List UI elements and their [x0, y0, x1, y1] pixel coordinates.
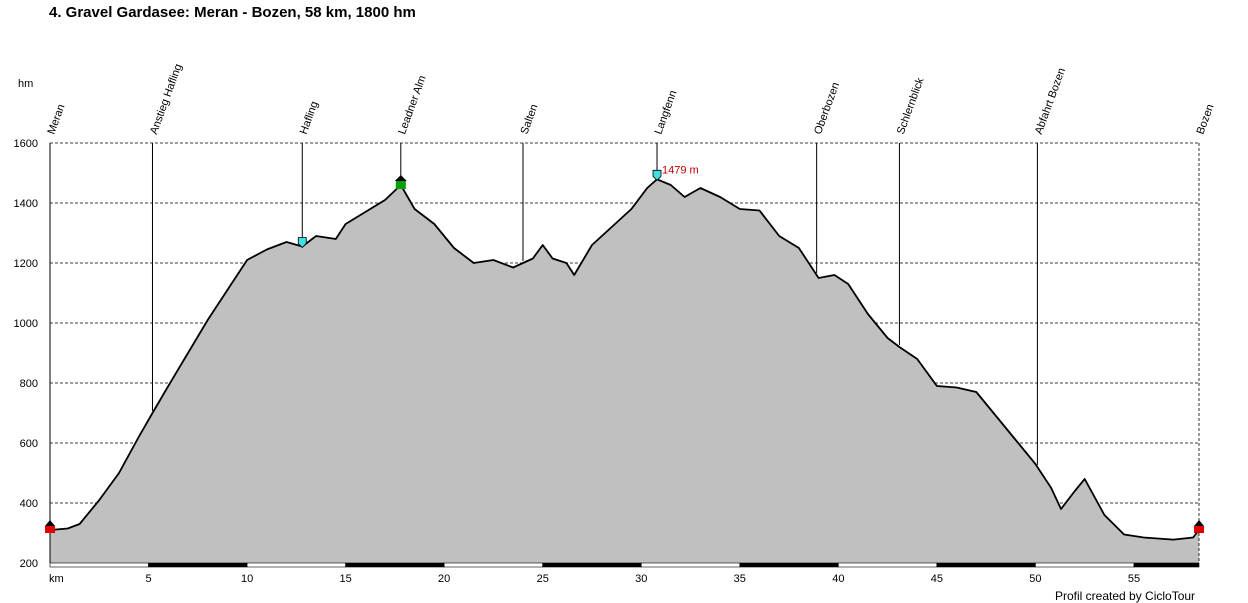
y-tick-label: 800 [20, 378, 38, 390]
km-scale-segment [640, 562, 741, 568]
y-tick-label: 1200 [14, 258, 38, 270]
x-tick-label: 45 [931, 573, 943, 585]
x-axis-label: km [49, 573, 64, 585]
km-scale-segment [542, 562, 642, 568]
x-tick-label: 25 [537, 573, 549, 585]
waypoint-label: Oberbozen [812, 81, 842, 136]
y-tick-label: 1000 [14, 318, 38, 330]
endpoint-marker [45, 520, 55, 526]
x-tick-label: 15 [340, 573, 352, 585]
waypoint-label: Salten [519, 103, 541, 136]
km-scale-segment [148, 562, 248, 568]
summit-marker [394, 175, 407, 181]
waypoint-label: Schlernblick [895, 76, 927, 136]
gridlines: 200 400 600 800 1000 1200 1400 1600 [14, 138, 1199, 570]
y-tick-label: 600 [20, 438, 38, 450]
waypoint-label: Langfenn [653, 89, 680, 136]
waypoint-marker [652, 169, 662, 181]
waypoint-label: Leadner Alm [396, 74, 428, 136]
y-tick-label: 400 [20, 498, 38, 510]
waypoint-label: Anstieg Hafling [148, 62, 185, 136]
km-scale-segment [1035, 562, 1135, 568]
km-scale-segment [838, 562, 938, 568]
waypoint-label: Abfahrt Bozen [1033, 66, 1068, 136]
endpoint-marker [1194, 520, 1204, 526]
waypoint-label: Meran [46, 103, 68, 136]
axes: 5 10 15 20 25 30 35 40 45 50 55 [49, 143, 1200, 585]
waypoint-marker [297, 237, 307, 249]
x-tick-label: 35 [734, 573, 746, 585]
credit-text: Profil created by CicloTour [1055, 589, 1196, 603]
y-tick-label: 1600 [14, 138, 38, 150]
endpoint-marker [1194, 526, 1204, 533]
km-scale-segment [1133, 562, 1200, 568]
profile-area [49, 178, 1200, 564]
km-scale-segment [49, 562, 149, 568]
x-tick-label: 10 [241, 573, 253, 585]
chart-title: 4. Gravel Gardasee: Meran - Bozen, 58 km… [49, 4, 416, 21]
waypoint-lines [151, 143, 1038, 465]
x-tick-label: 50 [1029, 573, 1041, 585]
km-scale-segment [443, 562, 544, 568]
endpoint-marker [45, 526, 55, 533]
waypoint-label: Bozen [1195, 103, 1217, 136]
km-scale-segment [246, 562, 346, 568]
y-axis-label: hm [18, 78, 33, 90]
x-tick-label: 20 [438, 573, 450, 585]
max-elevation-label: 1479 m [662, 164, 699, 176]
waypoint-label: Hafling [298, 100, 321, 136]
waypoint-labels: Meran Anstieg Hafling Hafling Leadner Alm Sa… [46, 62, 1217, 136]
x-tick-label: 55 [1128, 573, 1140, 585]
y-tick-label: 200 [20, 558, 38, 570]
x-tick-label: 30 [635, 573, 647, 585]
km-scale-segment [345, 562, 445, 568]
profile-line [49, 178, 1200, 541]
waypoint-markers [45, 169, 1204, 533]
x-tick-label: 5 [145, 573, 151, 585]
profile-fill [50, 179, 1199, 564]
km-scale-segment [739, 562, 839, 568]
summit-marker [395, 181, 406, 189]
x-tick-label: 40 [832, 573, 844, 585]
km-scale-segment [936, 562, 1036, 568]
y-tick-label: 1400 [14, 198, 38, 210]
